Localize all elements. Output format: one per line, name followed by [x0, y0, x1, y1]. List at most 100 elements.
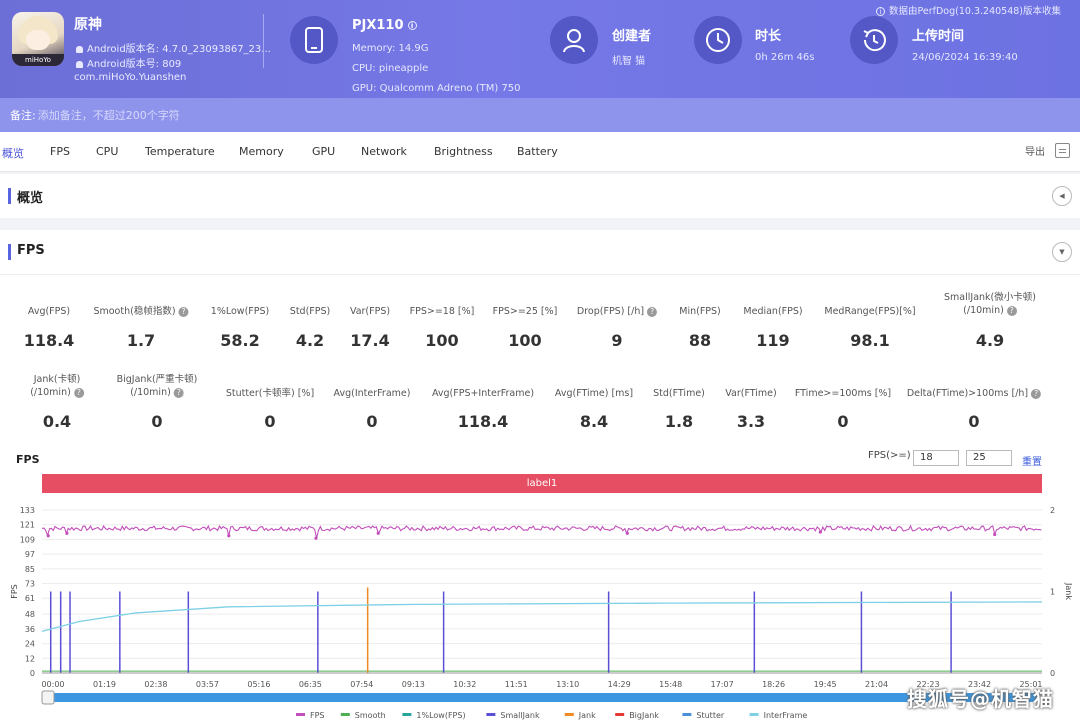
- note-input[interactable]: 添加备注，不超过200个字符: [37, 109, 180, 122]
- legend-item[interactable]: BigJank: [629, 711, 659, 720]
- tab-gpu[interactable]: GPU: [312, 145, 336, 158]
- stat-min-fps: Min(FPS) 88: [679, 306, 721, 350]
- x-tick-label: 23:42: [968, 680, 991, 689]
- tab-temperature[interactable]: Temperature: [145, 145, 215, 158]
- device-gpu: GPU: Qualcomm Adreno (TM) 750: [352, 83, 521, 94]
- app-icon: miHoYo: [12, 12, 64, 66]
- stat-delta-ftime: Delta(FTime)>100ms [/h]? 0: [907, 387, 1042, 431]
- y-tick-label: 61: [25, 594, 35, 603]
- tab-brightness[interactable]: Brightness: [434, 145, 493, 158]
- legend-item[interactable]: FPS: [310, 711, 325, 720]
- x-tick-label: 25:01: [1019, 680, 1042, 689]
- y-tick-label: 48: [25, 610, 35, 619]
- android-icon: [76, 60, 83, 68]
- version-notice: i 数据由PerfDog(10.3.240548)版本收集: [876, 3, 1061, 17]
- app-icon-tag: miHoYo: [12, 54, 64, 66]
- help-icon[interactable]: ?: [647, 306, 658, 317]
- tab-fps[interactable]: FPS: [50, 145, 70, 158]
- legend-item[interactable]: Stutter: [696, 711, 724, 720]
- help-icon[interactable]: ?: [73, 387, 84, 398]
- legend-item[interactable]: 1%Low(FPS): [416, 711, 465, 720]
- legend-swatch: [564, 713, 574, 716]
- android-icon: [76, 45, 83, 53]
- tab-battery[interactable]: Battery: [517, 145, 558, 158]
- fps-dip-point: [65, 531, 69, 535]
- tab-network[interactable]: Network: [361, 145, 407, 158]
- range-slider-handle[interactable]: [41, 690, 55, 705]
- fps-dip-point: [46, 534, 50, 538]
- export-button[interactable]: 导出: [1025, 143, 1070, 158]
- legend-swatch: [615, 713, 625, 716]
- collapse-toggle-icon[interactable]: ◀: [1052, 186, 1072, 206]
- creator-value: 机智 猫: [612, 56, 646, 67]
- help-icon[interactable]: ?: [178, 306, 189, 317]
- x-tick-label: 10:32: [453, 680, 476, 689]
- overview-section-header[interactable]: 概览 ◀: [0, 174, 1080, 218]
- y-tick-label: 109: [20, 535, 35, 544]
- y-tick-label: 24: [25, 640, 35, 649]
- stat-avg-fps-interframe: Avg(FPS+InterFrame) 118.4: [431, 388, 535, 431]
- android-version-name: Android版本名: 4.7.0_23093867_23...: [76, 40, 271, 55]
- legend-item[interactable]: SmallJank: [500, 711, 540, 720]
- help-icon[interactable]: ?: [1031, 388, 1042, 399]
- legend-swatch: [402, 713, 412, 716]
- fps-threshold-input-1[interactable]: 18: [913, 450, 959, 466]
- range-slider-track: [42, 693, 1042, 702]
- y-tick-label: 36: [25, 625, 35, 634]
- chart-title: FPS: [16, 453, 40, 466]
- tab-bar: 概览 FPS CPU Temperature Memory GPU Networ…: [0, 132, 1080, 172]
- fps-dip-point: [227, 534, 231, 538]
- stat-jank: Jank(卡顿) (/10min)? 0.4: [30, 373, 84, 431]
- series-fps-line: [41, 524, 1042, 539]
- clock-icon: [694, 16, 742, 64]
- fps-section-header[interactable]: FPS ▼: [0, 230, 1080, 274]
- creator-label: 创建者: [612, 29, 652, 44]
- tab-memory[interactable]: Memory: [239, 145, 284, 158]
- header-divider: [263, 14, 264, 68]
- help-icon[interactable]: ?: [173, 387, 184, 398]
- android-version-code: Android版本号: 809: [76, 55, 181, 70]
- phone-icon: [290, 16, 338, 64]
- legend-swatch: [682, 713, 692, 716]
- legend-item[interactable]: InterFrame: [764, 711, 808, 720]
- label-band[interactable]: label1: [42, 474, 1042, 493]
- help-icon[interactable]: ?: [1006, 305, 1017, 316]
- y-tick-label: 73: [25, 580, 35, 589]
- x-tick-label: 18:26: [762, 680, 785, 689]
- info-icon[interactable]: i: [407, 21, 417, 30]
- note-bar[interactable]: 备注: 添加备注，不超过200个字符: [0, 98, 1080, 132]
- legend-item[interactable]: Smooth: [355, 711, 386, 720]
- collapse-toggle-icon[interactable]: ▼: [1052, 242, 1072, 262]
- x-tick-label: 06:35: [299, 680, 322, 689]
- stat-1pct-low: 1%Low(FPS) 58.2: [210, 306, 270, 350]
- note-label: 备注:: [10, 109, 36, 122]
- export-label: 导出: [1025, 147, 1045, 158]
- legend-item[interactable]: Jank: [578, 711, 596, 720]
- legend-swatch: [340, 713, 350, 716]
- reset-button[interactable]: 重置: [1022, 457, 1042, 468]
- fps-dip-point: [625, 531, 629, 535]
- overview-section-title: 概览: [17, 191, 44, 206]
- x-tick-label: 21:04: [865, 680, 888, 689]
- stat-avg-ftime: Avg(FTime) [ms] 8.4: [554, 388, 634, 431]
- fps-dip-point: [818, 530, 822, 534]
- legend-swatch: [486, 713, 496, 716]
- x-tick-label: 17:07: [711, 680, 734, 689]
- upload-value: 24/06/2024 16:39:40: [912, 52, 1018, 63]
- tab-cpu[interactable]: CPU: [96, 145, 119, 158]
- legend-swatch: [296, 713, 305, 716]
- fps-threshold-input-2[interactable]: 25: [966, 450, 1012, 466]
- watermark: 搜狐号@机智猫: [907, 687, 1054, 711]
- app-name: 原神: [74, 17, 102, 33]
- y-tick-label: 133: [20, 506, 35, 515]
- device-cpu: CPU: pineapple: [352, 63, 429, 74]
- range-slider-handle[interactable]: [1039, 690, 1045, 705]
- y2-tick-label: 0: [1050, 669, 1055, 678]
- legend-swatch: [749, 713, 759, 716]
- tab-overview[interactable]: 概览: [2, 147, 24, 160]
- report-header: miHoYo 原神 Android版本名: 4.7.0_23093867_23.…: [0, 0, 1080, 98]
- fps-dip-point: [993, 532, 997, 537]
- x-tick-label: 11:51: [505, 680, 528, 689]
